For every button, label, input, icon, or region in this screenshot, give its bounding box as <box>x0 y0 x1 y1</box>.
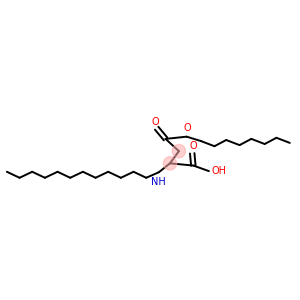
Text: O: O <box>152 117 159 127</box>
Circle shape <box>163 157 177 170</box>
Text: NH: NH <box>151 177 166 187</box>
Text: O: O <box>183 123 191 133</box>
Text: O: O <box>190 141 197 151</box>
Text: OH: OH <box>212 166 226 176</box>
Circle shape <box>172 144 186 158</box>
